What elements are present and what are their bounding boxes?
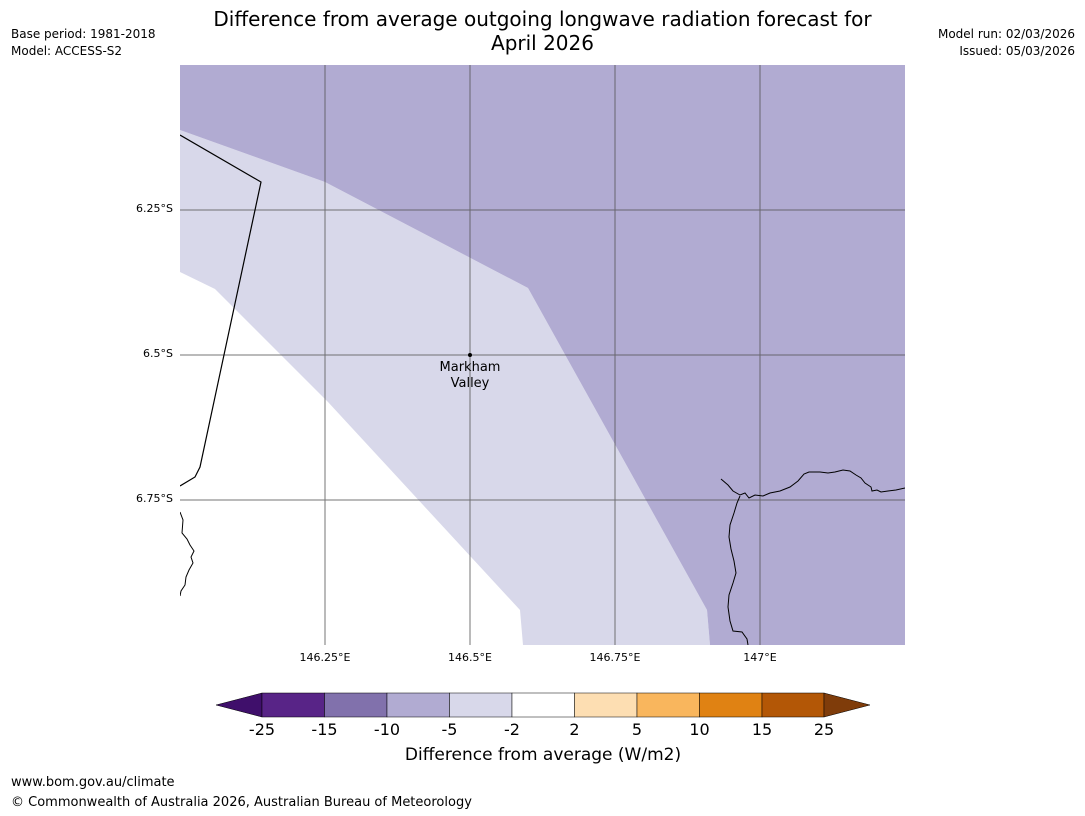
- colorbar-label: Difference from average (W/m2): [404, 745, 682, 765]
- place-label-markham-valley: Markham Valley: [420, 360, 520, 392]
- place-label-line2: Valley: [450, 376, 490, 391]
- colorbar-tick: 15: [751, 720, 773, 739]
- colorbar-svg: [215, 692, 871, 718]
- colorbar-seg-4: [449, 692, 513, 718]
- map-svg: [180, 65, 905, 645]
- coastline-west: [180, 511, 195, 597]
- colorbar-seg-8: [699, 692, 763, 718]
- colorbar-tick: -25: [248, 720, 276, 739]
- colorbar-high-extend: [823, 692, 871, 718]
- colorbar-tick: -10: [373, 720, 401, 739]
- lon-label-146-25: 146.25°E: [299, 651, 351, 664]
- coastline-river: [727, 495, 749, 645]
- map-title: Difference from average outgoing longwav…: [180, 7, 905, 55]
- coastline-east: [720, 469, 905, 499]
- colorbar-seg-7: [636, 692, 700, 718]
- place-marker: [468, 353, 472, 357]
- colorbar-tick: -15: [311, 720, 338, 739]
- light-purple-region: [180, 130, 710, 645]
- lat-label-6-5: 6.5°S: [143, 347, 173, 360]
- colorbar-ticks: -25 -15 -10 -5 -2 2 5 10 15 25: [0, 720, 1085, 740]
- colorbar-low-extend: [215, 692, 263, 718]
- colorbar: [215, 692, 871, 720]
- meta-left: Base period: 1981-2018 Model: ACCESS-S2: [11, 26, 156, 60]
- model-name: Model: ACCESS-S2: [11, 44, 123, 58]
- colorbar-tick: 2: [569, 720, 580, 739]
- colorbar-tick: 10: [689, 720, 710, 739]
- title-line-2: April 2026: [491, 31, 594, 55]
- colorbar-seg-3: [386, 692, 450, 718]
- colorbar-seg-5: [511, 692, 575, 718]
- lon-label-146-5: 146.5°E: [448, 651, 492, 664]
- colorbar-tick: -5: [441, 720, 458, 739]
- base-period: Base period: 1981-2018: [11, 27, 156, 41]
- lat-label-6-25: 6.25°S: [136, 202, 173, 215]
- lon-label-147: 147°E: [743, 651, 777, 664]
- footer-url[interactable]: www.bom.gov.au/climate: [11, 775, 175, 790]
- colorbar-seg-9: [761, 692, 825, 718]
- colorbar-tick: 25: [813, 720, 835, 739]
- place-label-line1: Markham: [439, 360, 501, 375]
- colorbar-seg-1: [261, 692, 325, 718]
- title-line-1: Difference from average outgoing longwav…: [213, 7, 872, 31]
- map-panel[interactable]: [180, 65, 905, 645]
- colorbar-seg-2: [324, 692, 388, 718]
- issued-date: Issued: 05/03/2026: [959, 44, 1075, 58]
- lat-label-6-75: 6.75°S: [136, 492, 173, 505]
- colorbar-seg-6: [574, 692, 638, 718]
- colorbar-tick: -2: [504, 720, 520, 739]
- border-line: [180, 134, 262, 487]
- colorbar-tick: 5: [631, 720, 643, 739]
- meta-right: Model run: 02/03/2026 Issued: 05/03/2026: [938, 26, 1075, 60]
- model-run: Model run: 02/03/2026: [937, 27, 1075, 41]
- lon-label-146-75: 146.75°E: [589, 651, 641, 664]
- footer-copyright: © Commonwealth of Australia 2026, Austra…: [11, 795, 472, 810]
